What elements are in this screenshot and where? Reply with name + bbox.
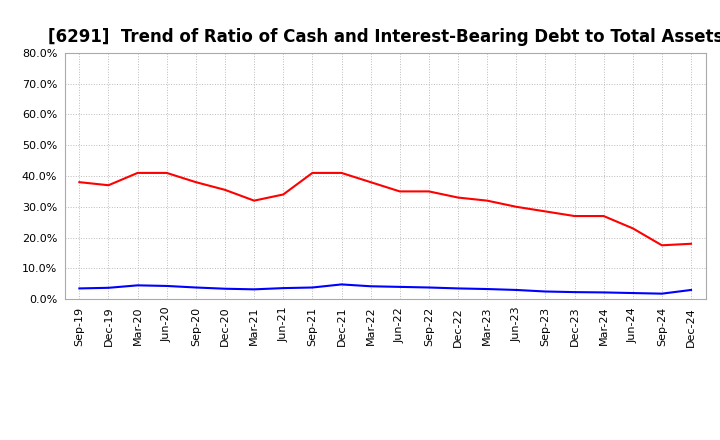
Title: [6291]  Trend of Ratio of Cash and Interest-Bearing Debt to Total Assets: [6291] Trend of Ratio of Cash and Intere…: [48, 28, 720, 46]
Cash: [279, 192, 287, 197]
Interest-Bearing Debt: [192, 285, 200, 290]
Cash: [425, 189, 433, 194]
Cash: [250, 198, 258, 203]
Cash: [657, 243, 666, 248]
Interest-Bearing Debt: [599, 290, 608, 295]
Cash: [75, 180, 84, 185]
Cash: [163, 170, 171, 176]
Interest-Bearing Debt: [220, 286, 229, 291]
Cash: [337, 170, 346, 176]
Interest-Bearing Debt: [279, 286, 287, 291]
Interest-Bearing Debt: [570, 290, 579, 295]
Cash: [395, 189, 404, 194]
Interest-Bearing Debt: [308, 285, 317, 290]
Interest-Bearing Debt: [104, 285, 113, 290]
Interest-Bearing Debt: [483, 286, 492, 292]
Interest-Bearing Debt: [454, 286, 462, 291]
Cash: [629, 226, 637, 231]
Cash: [599, 213, 608, 219]
Interest-Bearing Debt: [687, 287, 696, 293]
Cash: [308, 170, 317, 176]
Interest-Bearing Debt: [629, 290, 637, 296]
Interest-Bearing Debt: [163, 283, 171, 289]
Cash: [366, 180, 375, 185]
Cash: [133, 170, 142, 176]
Interest-Bearing Debt: [657, 291, 666, 296]
Interest-Bearing Debt: [133, 283, 142, 288]
Line: Interest-Bearing Debt: Interest-Bearing Debt: [79, 284, 691, 293]
Interest-Bearing Debt: [395, 284, 404, 290]
Interest-Bearing Debt: [541, 289, 550, 294]
Cash: [512, 204, 521, 209]
Cash: [220, 187, 229, 193]
Cash: [687, 241, 696, 246]
Line: Cash: Cash: [79, 173, 691, 246]
Cash: [483, 198, 492, 203]
Interest-Bearing Debt: [512, 287, 521, 293]
Cash: [192, 180, 200, 185]
Interest-Bearing Debt: [250, 287, 258, 292]
Cash: [104, 183, 113, 188]
Interest-Bearing Debt: [337, 282, 346, 287]
Cash: [570, 213, 579, 219]
Cash: [454, 195, 462, 200]
Interest-Bearing Debt: [75, 286, 84, 291]
Interest-Bearing Debt: [366, 284, 375, 289]
Cash: [541, 209, 550, 214]
Interest-Bearing Debt: [425, 285, 433, 290]
